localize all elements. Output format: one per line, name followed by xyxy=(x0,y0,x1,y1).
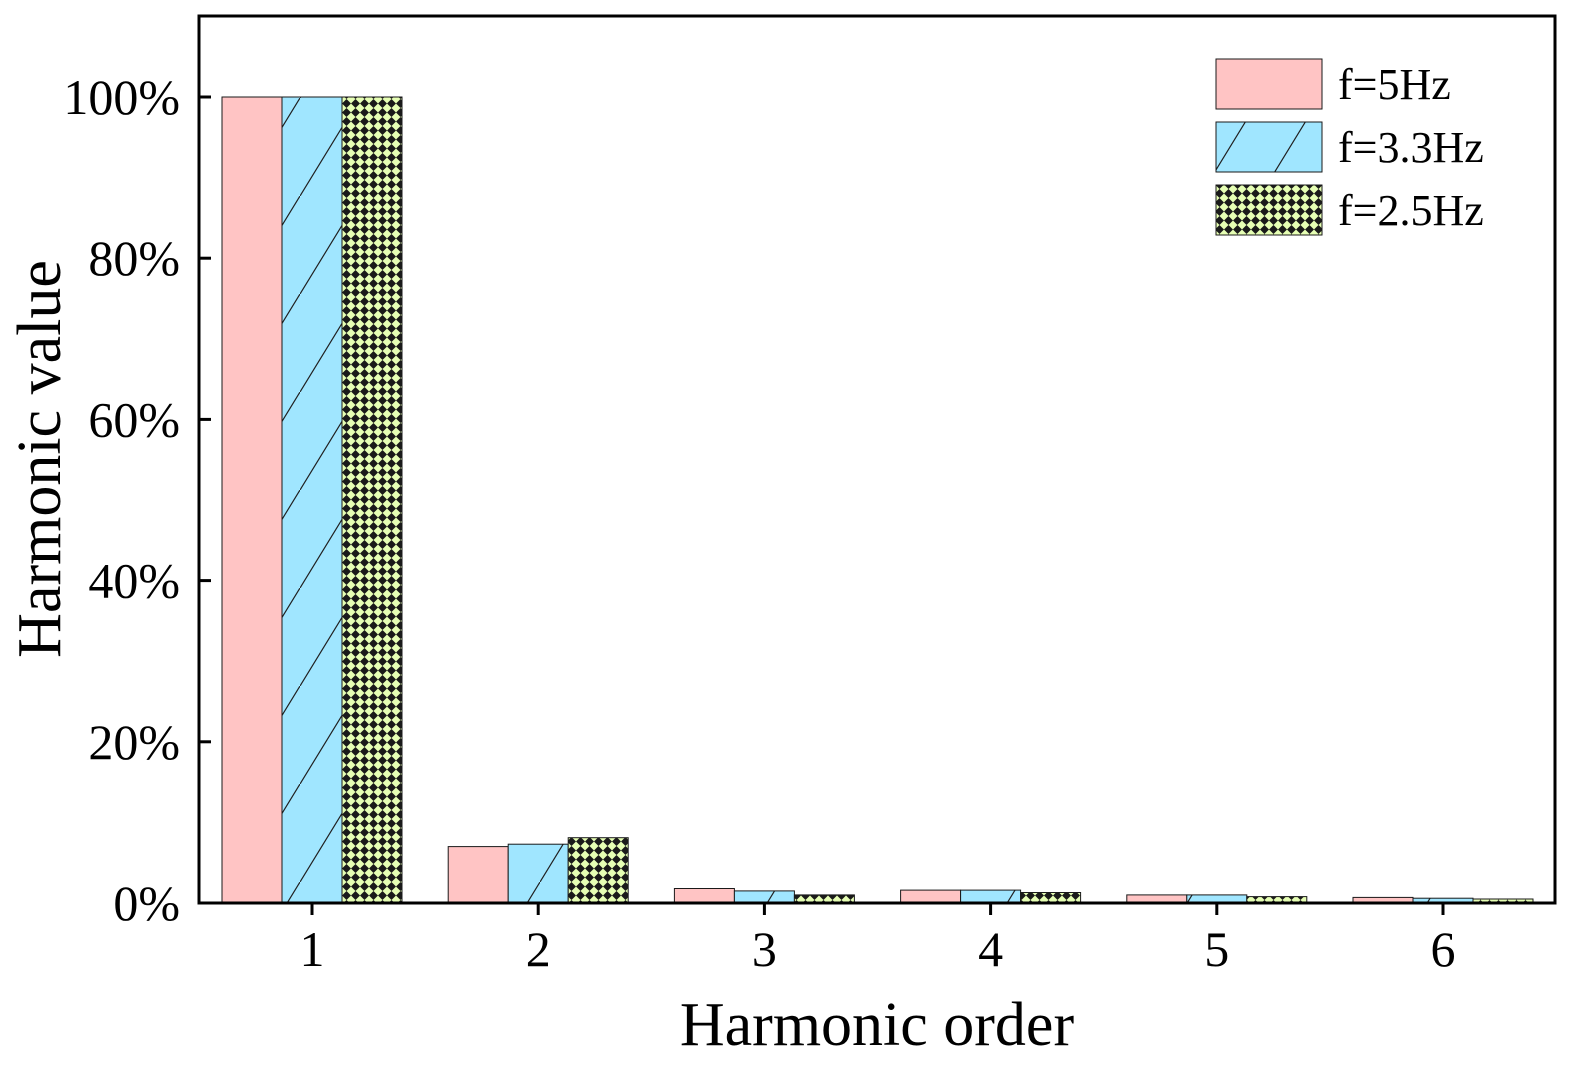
legend-swatch-1 xyxy=(1215,58,1323,110)
bar-2-series-3 xyxy=(567,837,629,904)
bar-2-series-1 xyxy=(447,846,509,904)
y-tick-label-40: 40% xyxy=(88,553,180,609)
y-tick-label-100: 100% xyxy=(63,69,180,125)
x-tick-label-6: 6 xyxy=(1431,921,1456,977)
x-axis-title: Harmonic order xyxy=(680,991,1075,1059)
axis-layer: 1 2 3 4 5 60%20%40%60%80%100% xyxy=(63,69,1455,977)
x-tick-label-2: 2 xyxy=(526,921,551,977)
legend-swatch-3 xyxy=(1215,184,1323,236)
plot-frame xyxy=(197,14,1557,905)
y-axis-title: Harmonic value xyxy=(6,260,74,658)
x-tick-label-1: 1 xyxy=(300,921,325,977)
x-tick-label-5: 5 xyxy=(1204,921,1229,977)
y-tick-label-60: 60% xyxy=(88,391,180,447)
bar-3-series-2 xyxy=(733,890,795,904)
bar-1-series-3 xyxy=(341,96,403,904)
y-tick-label-0: 0% xyxy=(113,875,180,931)
y-tick-label-20: 20% xyxy=(88,714,180,770)
bar-4-series-3 xyxy=(1020,892,1082,904)
bar-2-series-2 xyxy=(507,843,569,904)
x-tick-label-3: 3 xyxy=(752,921,777,977)
bars-layer xyxy=(221,96,1534,904)
bar-1-series-2 xyxy=(281,96,343,904)
legend-label-3: f=2.5Hz xyxy=(1338,186,1484,235)
bar-4-series-2 xyxy=(960,889,1022,904)
bar-1-series-1 xyxy=(221,96,283,904)
y-tick-label-80: 80% xyxy=(88,230,180,286)
legend-swatch-2 xyxy=(1215,121,1323,173)
legend-label-1: f=5Hz xyxy=(1338,60,1451,109)
x-tick-label-4: 4 xyxy=(978,921,1003,977)
legend-label-2: f=3.3Hz xyxy=(1338,123,1484,172)
bar-4-series-1 xyxy=(900,889,962,904)
bar-3-series-1 xyxy=(673,888,735,904)
legend: f=5Hz f=3.3Hz f=2.5Hz xyxy=(1215,58,1484,236)
